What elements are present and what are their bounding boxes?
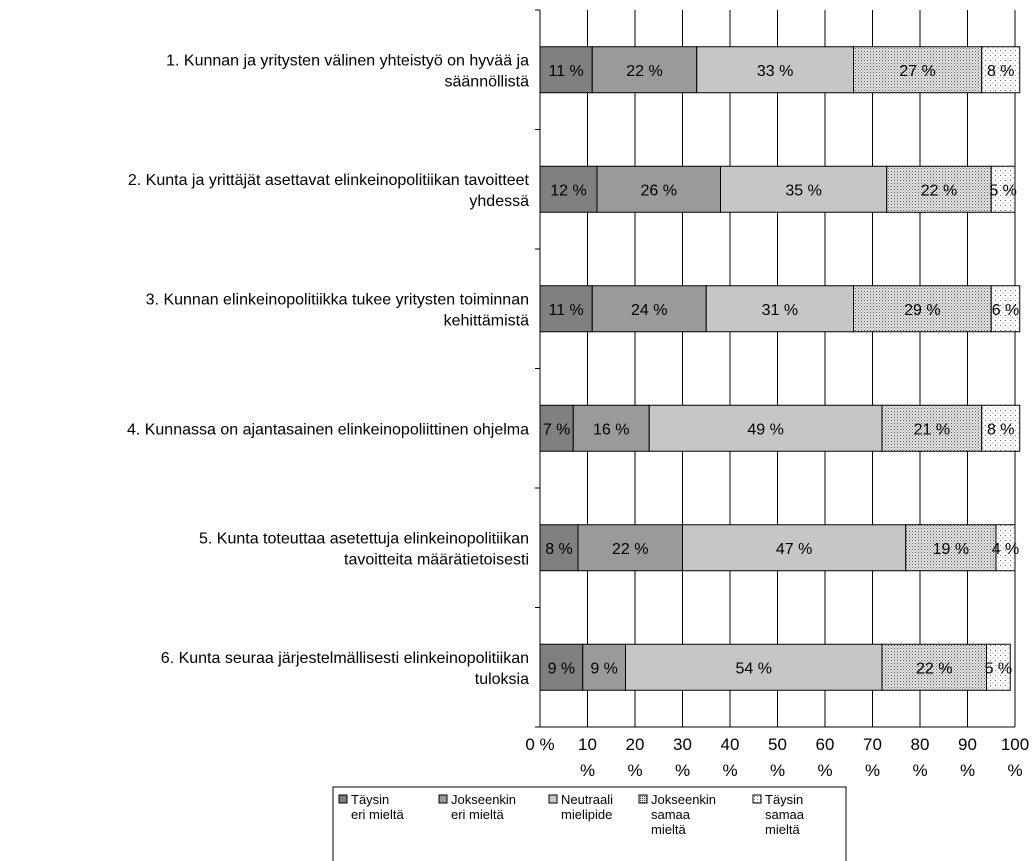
category-label: säännöllistä	[445, 73, 530, 90]
legend-entry-label: Täysin	[351, 792, 389, 807]
x-tick-label: 70	[863, 735, 882, 754]
x-tick-label: 0 %	[525, 735, 554, 754]
category-label: 1. Kunnan ja yritysten välinen yhteistyö…	[166, 52, 529, 69]
bar-value-label: 29 %	[904, 302, 940, 319]
x-tick-label: %	[912, 761, 927, 780]
legend-swatch	[339, 795, 347, 803]
bar-value-label: 26 %	[641, 182, 677, 199]
legend-swatch	[439, 795, 447, 803]
legend-entry-label: Jokseenkin	[451, 792, 516, 807]
x-tick-label: %	[627, 761, 642, 780]
category-label: 6. Kunta seuraa järjestelmällisesti elin…	[161, 650, 529, 667]
category-label: 3. Kunnan elinkeinopolitiikka tukee yrit…	[146, 291, 529, 308]
bar-value-label: 8 %	[987, 421, 1015, 438]
bar-value-label: 27 %	[899, 63, 935, 80]
bar-value-label: 11 %	[548, 302, 583, 319]
category-label: tavoitteita määrätietoisesti	[344, 551, 529, 568]
category-label: 5. Kunta toteuttaa asetettuja elinkeinop…	[199, 530, 529, 547]
legend-entry-label: samaa	[765, 807, 805, 822]
x-tick-label: 30	[673, 735, 692, 754]
legend-swatch	[639, 795, 647, 803]
bar-value-label: 12 %	[550, 182, 586, 199]
bar-value-label: 8 %	[987, 63, 1015, 80]
bar-value-label: 5 %	[989, 182, 1017, 199]
bar-value-label: 35 %	[785, 182, 821, 199]
x-tick-label: 90	[958, 735, 977, 754]
bar-value-label: 7 %	[543, 421, 571, 438]
bar-value-label: 22 %	[916, 660, 952, 677]
x-tick-label: %	[817, 761, 832, 780]
x-tick-label: %	[580, 761, 595, 780]
legend-entry-label: mielipide	[561, 807, 612, 822]
legend-entry-label: samaa	[651, 807, 691, 822]
x-tick-label: 100	[1001, 735, 1029, 754]
bar-value-label: 49 %	[747, 421, 783, 438]
legend-entry-label: mieltä	[651, 822, 686, 837]
legend-entry-label: Neutraali	[561, 792, 613, 807]
bar-value-label: 19 %	[933, 541, 969, 558]
category-label: 4. Kunnassa on ajantasainen elinkeinopol…	[127, 421, 529, 438]
bars: 11 % 22 % 33 % 27 % 8 % 12 % 26 % 35 % 22 % 5 % 11…	[540, 47, 1020, 691]
grid-lines	[540, 10, 1015, 727]
legend-entry-label: Täysin	[765, 792, 803, 807]
bar-value-label: 6 %	[992, 302, 1020, 319]
legend-entry-label: Jokseenkin	[651, 792, 716, 807]
bar-value-label: 24 %	[631, 302, 667, 319]
bar-value-label: 47 %	[776, 541, 812, 558]
x-tick-label: 40	[721, 735, 740, 754]
bar-value-label: 21 %	[914, 421, 950, 438]
x-tick-label: %	[960, 761, 975, 780]
bar-value-label: 16 %	[593, 421, 629, 438]
x-tick-label: %	[865, 761, 880, 780]
bar-value-label: 33 %	[757, 63, 793, 80]
x-tick-label: 60	[816, 735, 835, 754]
bar-value-label: 9 %	[590, 660, 618, 677]
x-tick-label: %	[770, 761, 785, 780]
x-tick-label: 50	[768, 735, 787, 754]
bar-value-label: 22 %	[921, 182, 957, 199]
x-tick-label: 20	[626, 735, 645, 754]
category-labels: 1. Kunnan ja yritysten välinen yhteistyö…	[127, 52, 530, 688]
legend-entry-label: eri mieltä	[451, 807, 505, 822]
bar-value-label: 4 %	[992, 541, 1020, 558]
category-label: tuloksia	[475, 671, 529, 688]
bar-value-label: 8 %	[545, 541, 573, 558]
x-tick-labels: 0 % 10% 20% 30% 40% 50% 60% 70% 80% 90% 100%	[525, 735, 1029, 780]
legend-swatch	[753, 795, 761, 803]
bar-value-label: 5 %	[985, 660, 1013, 677]
bar-value-label: 31 %	[762, 302, 798, 319]
category-label: kehittämistä	[444, 312, 529, 329]
x-tick-label: %	[722, 761, 737, 780]
legend-swatch	[549, 795, 557, 803]
x-tick-label: 10	[578, 735, 597, 754]
x-tick-label: %	[1007, 761, 1022, 780]
legend-entry-label: eri mieltä	[351, 807, 405, 822]
category-label: 2. Kunta ja yrittäjät asettavat elinkein…	[128, 172, 530, 189]
bar-value-label: 22 %	[626, 63, 662, 80]
bar-value-label: 11 %	[548, 63, 583, 80]
bar-value-label: 22 %	[612, 541, 648, 558]
x-tick-label: 80	[911, 735, 930, 754]
x-tick-label: %	[675, 761, 690, 780]
category-label: yhdessä	[469, 193, 529, 210]
bar-value-label: 54 %	[736, 660, 772, 677]
legend-entry-label: mieltä	[765, 822, 800, 837]
axes	[535, 10, 1015, 727]
bar-value-label: 9 %	[548, 660, 576, 677]
